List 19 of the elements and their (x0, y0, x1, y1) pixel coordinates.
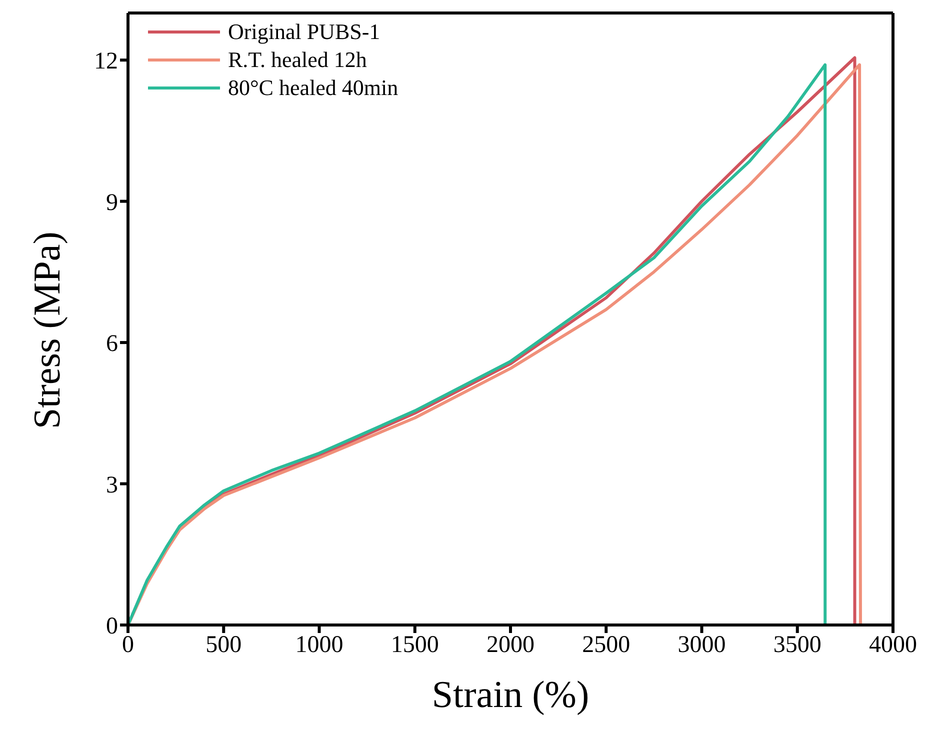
x-tick-label: 1000 (295, 632, 344, 658)
y-tick-label: 0 (106, 614, 118, 640)
y-tick-label: 12 (94, 48, 118, 75)
x-tick-label: 3500 (773, 632, 822, 658)
x-tick-label: 500 (206, 632, 242, 658)
legend-label: Original PUBS-1 (228, 18, 380, 46)
y-tick-label: 9 (106, 190, 118, 216)
y-axis-title: Stress (MPa) (26, 232, 68, 429)
x-tick-label: 2500 (582, 632, 630, 658)
legend-label: R.T. healed 12h (228, 46, 367, 74)
x-tick-label: 3000 (678, 632, 726, 658)
x-axis-title: Strain (%) (432, 674, 590, 716)
x-tick-label: 1500 (390, 632, 439, 658)
legend-label: 80°C healed 40min (228, 74, 398, 102)
x-tick-label: 2000 (486, 632, 534, 658)
x-tick-label: 0 (122, 632, 134, 658)
x-tick-label: 4000 (869, 632, 917, 658)
y-tick-label: 3 (106, 472, 118, 498)
y-tick-label: 6 (106, 331, 118, 358)
